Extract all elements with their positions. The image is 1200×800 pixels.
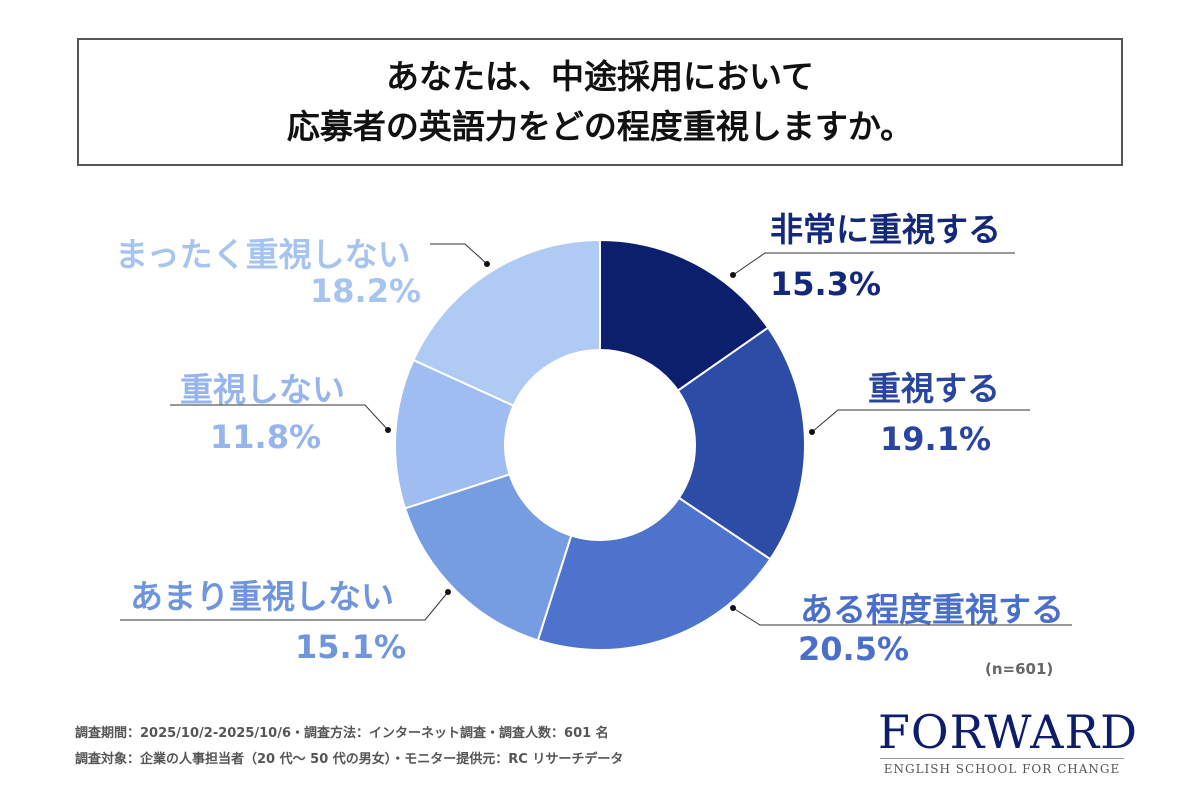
slice-value-2: 20.5% <box>798 630 910 668</box>
slice-label-0: 非常に重視する <box>770 210 1001 249</box>
leader-line-2 <box>732 607 1072 626</box>
leader-dot-3 <box>445 589 451 595</box>
slice-5 <box>412 238 601 407</box>
footer-line-1: 調査期間：2025/10/2-2025/10/6・調査方法：インターネット調査・… <box>75 726 609 741</box>
leader-dot-0 <box>730 272 736 278</box>
leader-line-0 <box>732 252 1015 276</box>
slice-label-2: ある程度重視する <box>800 590 1064 629</box>
slice-value-3: 15.1% <box>295 628 407 666</box>
slice-value-1: 19.1% <box>880 420 992 458</box>
slice-0 <box>599 238 770 393</box>
slice-value-5: 18.2% <box>310 272 422 310</box>
forward-logo: FORWARD ENGLISH SCHOOL FOR CHANGE <box>878 705 1138 776</box>
leader-line-5 <box>430 243 488 265</box>
leader-line-3 <box>120 591 449 621</box>
title-line-2: 応募者の英語力をどの程度重視しますか。 <box>286 107 914 146</box>
leader-dot-2 <box>730 605 736 611</box>
slice-value-4: 11.8% <box>210 418 322 456</box>
leader-dot-5 <box>484 261 490 267</box>
leader-line-1 <box>811 409 1030 433</box>
slice-label-4: 重視しない <box>180 370 345 409</box>
title-box: あなたは、中途採用において 応募者の英語力をどの程度重視しますか。 <box>77 38 1123 166</box>
logo-rule <box>880 758 1124 759</box>
slice-label-1: 重視する <box>868 369 1000 408</box>
logo-name: FORWARD <box>878 705 1138 759</box>
slice-2 <box>536 496 772 651</box>
slice-3 <box>403 473 573 642</box>
title-line-1: あなたは、中途採用において <box>385 57 814 96</box>
sample-size: (n=601) <box>985 660 1054 678</box>
leader-dot-1 <box>809 429 815 435</box>
slice-label-3: あまり重視しない <box>130 577 394 616</box>
slice-value-0: 15.3% <box>770 265 882 303</box>
leader-dot-4 <box>385 427 391 433</box>
slice-1 <box>676 326 806 561</box>
leader-line-4 <box>170 404 389 431</box>
footer-line-2: 調査対象：企業の人事担当者（20 代〜 50 代の男女）・モニター提供元：RC … <box>75 752 624 767</box>
slice-label-5: まったく重視しない <box>115 235 411 274</box>
logo-tagline: ENGLISH SCHOOL FOR CHANGE <box>883 762 1121 776</box>
